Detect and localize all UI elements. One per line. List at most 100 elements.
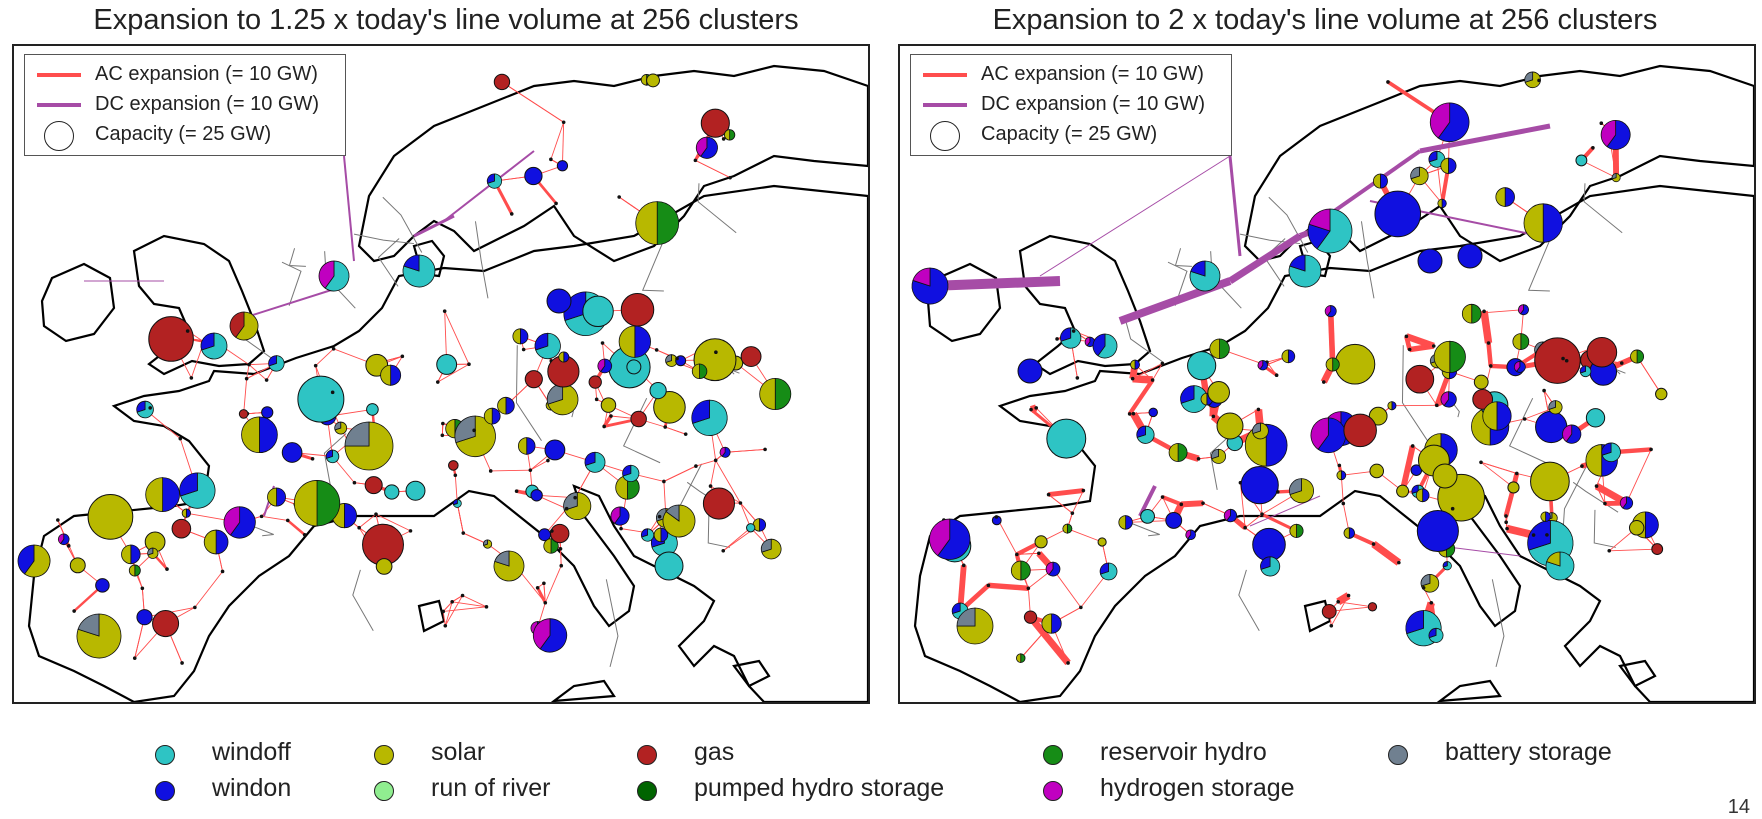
capacity-pie <box>1260 557 1279 576</box>
capacity-pie <box>583 296 613 326</box>
capacity-pie <box>487 174 501 188</box>
capacity-pie <box>1337 471 1346 480</box>
legend-capacity: Capacity (= 25 GW) <box>911 121 1231 149</box>
capacity-pie <box>483 540 491 548</box>
carrier-legend: windoff windon solar run of river gas pu… <box>0 738 1762 811</box>
capacity-pie <box>1035 536 1047 548</box>
capacity-pie <box>631 411 647 427</box>
left-panel-title: Expansion to 1.25 x today's line volume … <box>12 4 880 37</box>
capacity-pie <box>1322 605 1336 619</box>
capacity-pie <box>1429 628 1443 642</box>
dc-line-swatch <box>37 103 81 107</box>
capacity-pie <box>619 326 650 358</box>
capacity-pie <box>957 608 993 644</box>
capacity-pie <box>58 534 69 545</box>
ac-line-swatch <box>923 73 967 77</box>
capacity-pie <box>1586 409 1604 427</box>
capacity-pie <box>531 490 542 501</box>
capacity-pie <box>148 548 158 558</box>
capacity-pie <box>204 530 228 554</box>
capacity-pie <box>294 480 339 525</box>
capacity-pie <box>1370 464 1384 478</box>
reservoir-hydro-dot-icon <box>1043 745 1063 765</box>
capacity-pie <box>1434 341 1465 372</box>
capacity-pie <box>1093 334 1117 358</box>
capacity-pie <box>551 524 569 542</box>
capacity-pie <box>1375 191 1421 237</box>
capacity-pie <box>122 545 141 564</box>
pumped-hydro-dot-icon <box>637 781 657 801</box>
battery-storage-dot-icon <box>1388 745 1408 765</box>
capacity-pie <box>720 447 730 457</box>
legend-capacity: Capacity (= 25 GW) <box>25 121 345 149</box>
capacity-pie <box>1443 562 1451 570</box>
capacity-pie <box>1418 249 1442 273</box>
capacity-pie <box>1518 305 1528 315</box>
right-map-legend: AC expansion (= 10 GW) DC expansion (= 1… <box>910 54 1232 156</box>
capacity-pie <box>242 417 278 453</box>
capacity-pie <box>623 465 639 481</box>
capacity-pie <box>1100 563 1117 580</box>
capacity-pie <box>1208 382 1230 404</box>
legend-capacity-label: Capacity (= 25 GW) <box>95 123 271 146</box>
carrier-label: gas <box>694 738 734 767</box>
capacity-pie <box>1060 328 1080 348</box>
capacity-pie <box>724 130 734 140</box>
coastlines <box>29 66 868 702</box>
capacity-circle-icon <box>44 121 74 151</box>
capacity-pie <box>1652 544 1663 555</box>
carrier-label: windon <box>212 774 291 803</box>
capacity-pie <box>1536 411 1567 442</box>
capacity-pie <box>1047 419 1086 458</box>
legend-ac-label: AC expansion (= 10 GW) <box>981 63 1204 86</box>
capacity-pie <box>1188 352 1216 380</box>
capacity-pie <box>1368 603 1376 611</box>
capacity-pie <box>1630 350 1643 363</box>
capacity-pie <box>525 371 542 388</box>
capacity-pie <box>1612 174 1620 182</box>
capacity-pie <box>703 488 734 519</box>
capacity-pie <box>1289 479 1313 503</box>
capacity-pie <box>747 524 755 532</box>
capacity-pie <box>1018 359 1042 383</box>
capacity-pie <box>77 614 121 658</box>
capacity-pie <box>1290 524 1303 537</box>
capacity-pie <box>589 376 601 388</box>
capacity-pie <box>239 410 248 419</box>
capacity-pie <box>1344 414 1377 447</box>
capacity-pie <box>282 443 302 463</box>
capacity-pie <box>692 364 707 379</box>
capacity-pie <box>403 255 435 287</box>
capacity-pie <box>1406 365 1434 393</box>
capacity-pie <box>1602 443 1621 462</box>
capacity-pie <box>655 552 683 580</box>
capacity-pie <box>1524 204 1562 242</box>
capacity-pie <box>182 509 190 517</box>
carrier-label: battery storage <box>1445 738 1612 767</box>
capacity-pie <box>1535 338 1581 384</box>
capacity-pie <box>1531 462 1570 501</box>
capacity-pie <box>1130 360 1139 369</box>
capacity-pie <box>1258 361 1267 370</box>
capacity-pie <box>1344 528 1355 539</box>
capacity-pie <box>533 619 566 652</box>
capacity-pie <box>335 422 347 434</box>
solar-dot-icon <box>374 745 394 765</box>
capacity-pie <box>663 505 695 537</box>
capacity-pie <box>1563 425 1581 443</box>
capacity-pie <box>1137 426 1154 443</box>
capacity-pie <box>437 355 457 375</box>
capacity-pie <box>1016 654 1025 663</box>
capacity-pie <box>1514 361 1525 372</box>
capacity-pie <box>601 398 616 413</box>
hydrogen-storage-dot-icon <box>1043 781 1063 801</box>
capacity-pie <box>627 360 641 374</box>
capacity-pie <box>1149 408 1157 416</box>
capacity-pie <box>267 488 285 506</box>
capacity-pie <box>1433 464 1457 488</box>
capacity-pie <box>1373 174 1387 188</box>
capacity-pie <box>449 461 459 471</box>
capacity-pie <box>1326 358 1339 371</box>
capacity-pie <box>1186 530 1196 540</box>
capacity-pie <box>557 161 567 171</box>
